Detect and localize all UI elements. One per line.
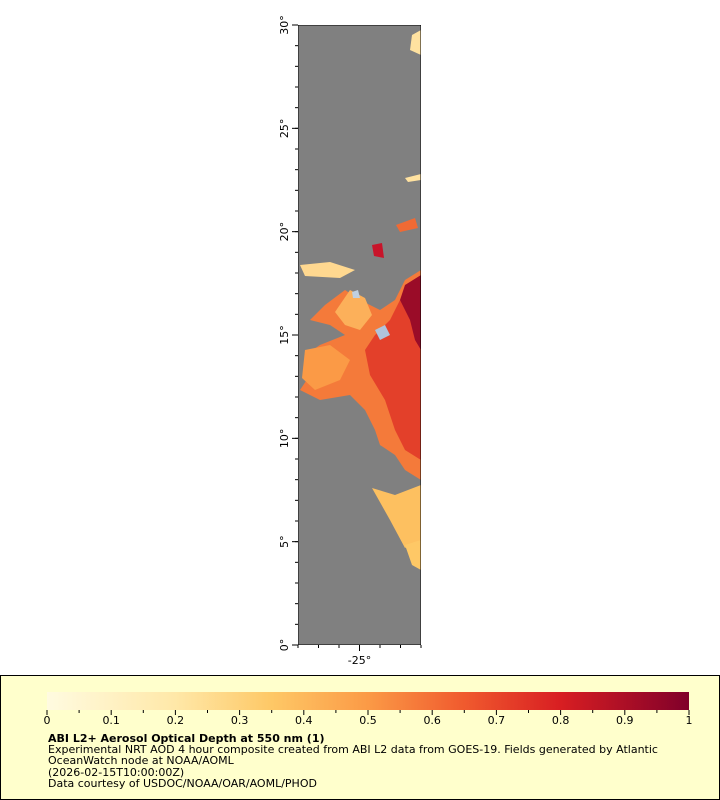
color-bar-tick-label: 0.5	[359, 714, 377, 727]
y-tick-label: 5°	[278, 535, 291, 548]
y-tick-label: 15°	[278, 325, 291, 345]
y-tick-label: 30°	[278, 15, 291, 35]
y-tick-label: 0°	[278, 639, 291, 652]
color-bar-ticks: 0 0.1 0.2 0.3 0.4 0.5 0.6 0.7 0.8 0.9 1	[44, 710, 693, 727]
map	[298, 25, 421, 645]
color-bar-tick-label: 0	[44, 714, 51, 727]
axes: 0° 5° 10° 15° 20° 25° 30° -25°	[278, 15, 422, 667]
color-bar-tick-label: 0.1	[102, 714, 120, 727]
color-bar	[47, 692, 689, 710]
legend-title: ABI L2+ Aerosol Optical Depth at 550 nm …	[48, 732, 325, 745]
color-bar-tick-label: 1	[686, 714, 693, 727]
color-bar-tick-label: 0.8	[552, 714, 570, 727]
legend: 0 0.1 0.2 0.3 0.4 0.5 0.6 0.7 0.8 0.9 1 ABI L2+ Ae…	[0, 675, 720, 800]
color-bar-tick-label: 0.3	[231, 714, 249, 727]
legend-line: Experimental NRT AOD 4 hour composite cr…	[48, 743, 658, 756]
color-bar-tick-label: 0.9	[616, 714, 634, 727]
color-bar-tick-label: 0.7	[488, 714, 506, 727]
y-tick-label: 25°	[278, 119, 291, 139]
color-bar-tick-label: 0.6	[423, 714, 441, 727]
legend-line: OceanWatch node at NOAA/AOML	[48, 754, 235, 767]
y-tick-label: 10°	[278, 429, 291, 449]
color-bar-tick-label: 0.4	[295, 714, 313, 727]
color-bar-tick-label: 0.2	[167, 714, 185, 727]
y-tick-label: 20°	[278, 222, 291, 242]
x-tick-label: -25°	[348, 654, 371, 667]
aerosol-field	[300, 30, 421, 570]
legend-line: (2026-02-15T10:00:00Z)	[48, 766, 184, 779]
legend-line: Data courtesy of USDOC/NOAA/OAR/AOML/PHO…	[48, 777, 317, 790]
